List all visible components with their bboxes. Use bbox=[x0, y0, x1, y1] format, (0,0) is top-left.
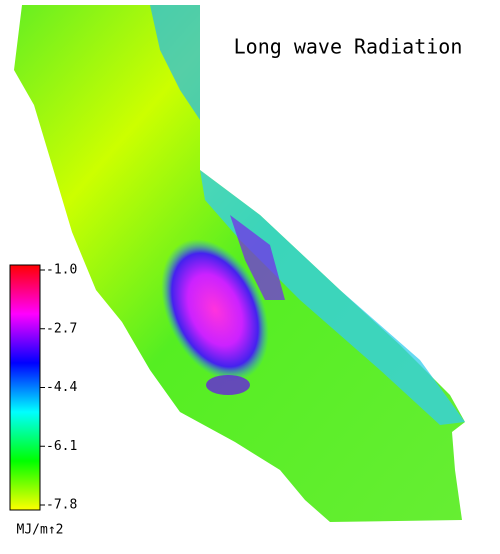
colorbar-tick-label: -7.8 bbox=[46, 498, 77, 513]
colorbar-ramp bbox=[9, 264, 41, 511]
map-title: Long wave Radiation bbox=[234, 35, 463, 59]
sierra-ridge bbox=[230, 215, 285, 300]
california-map bbox=[14, 5, 465, 522]
northeast-highlands bbox=[150, 5, 200, 120]
colorbar-tick-label: -4.4 bbox=[46, 380, 77, 395]
colorbar-tick-label: -1.0 bbox=[46, 263, 77, 278]
valley-south bbox=[206, 375, 250, 395]
colorbar-unit: MJ/m↑2 bbox=[17, 523, 64, 538]
colorbar-tick-label: -2.7 bbox=[46, 321, 77, 336]
sierra-band bbox=[200, 170, 465, 425]
central-valley bbox=[161, 239, 269, 381]
colorbar-tick-label: -6.1 bbox=[46, 439, 77, 454]
colorbar: MJ/m↑2 -1.0 -2.7 -4.4 -6.1 -7.8 bbox=[9, 263, 77, 538]
